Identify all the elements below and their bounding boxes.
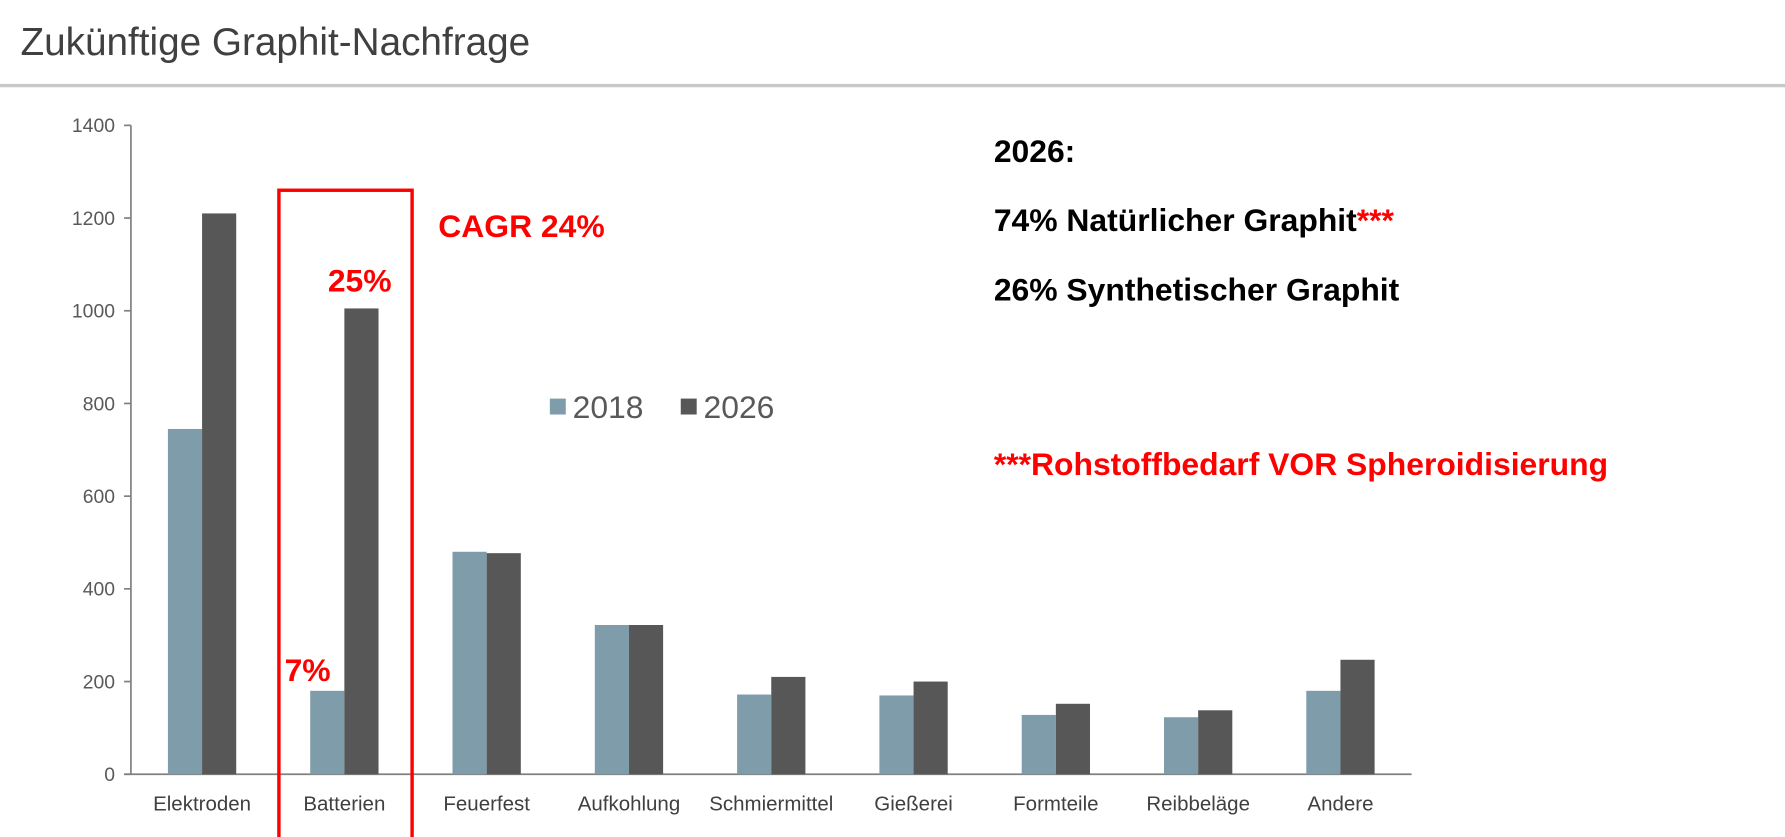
category-label: Reibbeläge	[1146, 793, 1250, 816]
chart-bars	[167, 213, 1375, 775]
y-tick-label: 0	[104, 764, 115, 786]
category-labels: Elektroden Batterien Feuerfest Aufkohlung Sc…	[153, 793, 1373, 816]
note-natural: 74% Natürlicher Graphit***	[994, 202, 1395, 238]
bar-2018-Andere	[1306, 690, 1341, 775]
legend-label: 2018	[573, 389, 644, 425]
y-tick-label: 800	[83, 393, 115, 415]
legend: 2018 2026	[549, 389, 775, 425]
bar-2026-Formteile	[1055, 703, 1091, 775]
bar-2018-Schmiermittel	[737, 694, 772, 775]
footnote: ***Rohstoffbedarf VOR Spheroidisierung	[994, 446, 1608, 482]
share-2018-label: 7%	[285, 652, 331, 688]
bar-2018-Batterien	[310, 690, 345, 775]
bar-2026-Schmiermittel	[771, 676, 806, 775]
highlight-box	[277, 188, 414, 837]
bar-2026-Aufkohlung	[628, 625, 664, 775]
bar-2026-Elektroden	[202, 213, 237, 775]
y-tick-label: 400	[83, 579, 115, 601]
page-title: Zukünftige Graphit-Nachfrage	[20, 21, 530, 64]
y-tick-label: 1400	[72, 115, 115, 137]
category-label: Gießerei	[874, 793, 953, 816]
bar-2026-Feuerfest	[486, 553, 521, 775]
share-2026-label: 25%	[328, 263, 392, 299]
bar-2018-Aufkohlung	[594, 625, 629, 775]
category-label: Andere	[1307, 793, 1373, 816]
note-synthetic: 26% Synthetischer Graphit	[994, 272, 1400, 308]
y-tick-label: 600	[83, 486, 115, 508]
category-label: Feuerfest	[443, 793, 530, 816]
bar-2026-Gießerei	[913, 681, 948, 775]
bar-2026-Andere	[1340, 659, 1375, 775]
bar-2018-Feuerfest	[452, 551, 487, 775]
category-label: Aufkohlung	[578, 793, 681, 816]
bar-2018-Elektroden	[167, 428, 203, 775]
legend-swatch	[549, 398, 566, 415]
note-year: 2026:	[994, 133, 1075, 169]
bar-2018-Reibbeläge	[1164, 717, 1199, 775]
y-tick-label: 1000	[72, 301, 115, 323]
category-label: Batterien	[303, 793, 385, 816]
cagr-label: CAGR 24%	[438, 208, 604, 244]
bar-2026-Batterien	[344, 308, 379, 775]
note-natural-text: 74% Natürlicher Graphit	[994, 202, 1357, 238]
category-label: Formteile	[1013, 793, 1098, 816]
bar-2018-Gießerei	[879, 695, 914, 775]
category-label: Schmiermittel	[709, 793, 833, 816]
y-tick-label: 1200	[72, 208, 115, 230]
bar-2026-Reibbeläge	[1198, 710, 1233, 775]
bar-2018-Formteile	[1021, 714, 1056, 775]
category-label: Elektroden	[153, 793, 251, 816]
legend-label: 2026	[704, 389, 775, 425]
legend-swatch	[680, 398, 697, 415]
y-tick-label: 200	[83, 671, 115, 693]
note-natural-mark: ***	[1357, 202, 1395, 238]
